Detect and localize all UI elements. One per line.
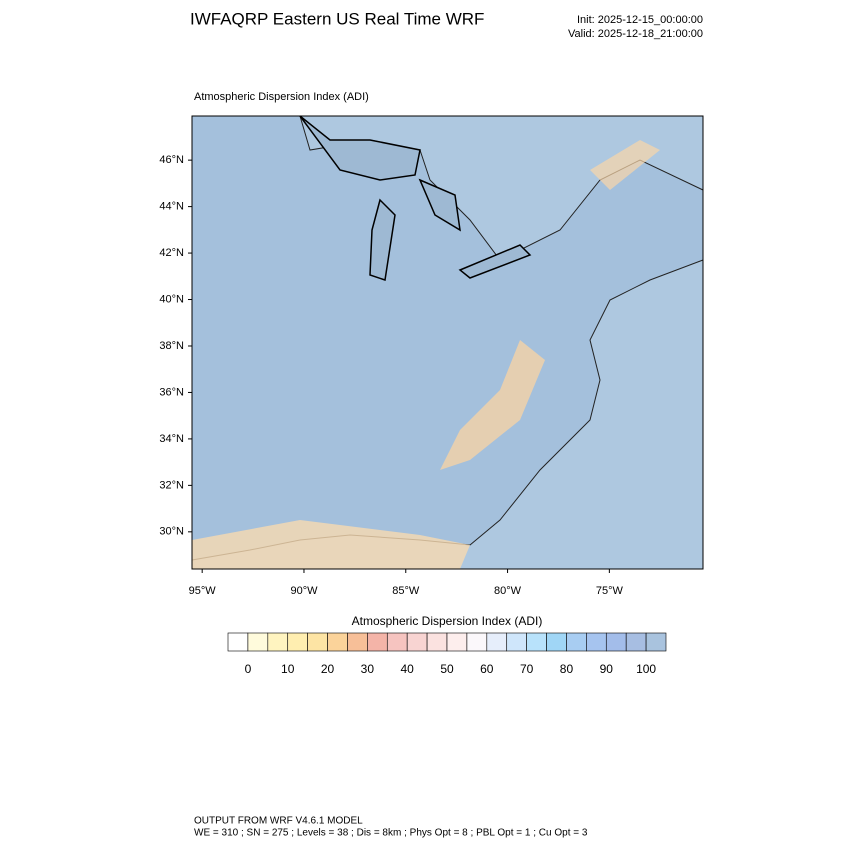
colorbar-box [267, 632, 289, 652]
colorbar-box [546, 632, 567, 652]
lon-tick-label: 80°W [494, 585, 522, 597]
lat-tick-label: 32°N [159, 479, 184, 491]
footer-line: OUTPUT FROM WRF V4.6.1 MODEL [194, 816, 363, 827]
colorbar-box [625, 632, 647, 652]
lon-tick-label: 95°W [189, 585, 217, 597]
valid-time: Valid: 2025-12-18_21:00:00 [568, 28, 703, 40]
map [191, 115, 704, 570]
colorbar-tick-label: 30 [361, 662, 375, 676]
colorbar-box [307, 632, 328, 652]
lat-tick-label: 40°N [159, 293, 184, 305]
colorbar-tick-label: 0 [245, 662, 252, 676]
colorbar-box [566, 632, 587, 652]
footer-line: WE = 310 ; SN = 275 ; Levels = 38 ; Dis … [194, 828, 588, 839]
map-axes: 46°N 44°N 42°N 40°N 38°N 36°N 34°N 32°N 30°N 95°W… [159, 154, 623, 597]
lon-tick-label: 85°W [392, 585, 420, 597]
colorbar-tick-label: 80 [560, 662, 574, 676]
colorbar-box [227, 632, 249, 652]
canada-band [590, 140, 660, 190]
colorbar-box [406, 632, 428, 652]
init-time: Init: 2025-12-15_00:00:00 [577, 14, 703, 26]
lake-huron [418, 178, 461, 232]
colorbar: 0 10 20 30 40 50 60 70 80 90 100 [227, 632, 667, 676]
colorbar-box [347, 632, 368, 652]
map-subtitle: Atmospheric Dispersion Index (ADI) [194, 91, 369, 103]
gulf-band [192, 520, 470, 569]
map-frame [191, 115, 704, 570]
lon-tick-label: 90°W [290, 585, 318, 597]
lat-tick-label: 38°N [159, 340, 184, 352]
ridge-band [440, 340, 545, 470]
lake-michigan [369, 198, 396, 281]
colorbar-tick-label: 10 [281, 662, 295, 676]
colorbar-box [526, 632, 547, 652]
lake-erie [458, 244, 532, 279]
colorbar-box [605, 632, 627, 652]
colorbar-box [466, 632, 488, 652]
title: IWFAQRP Eastern US Real Time WRF [190, 9, 484, 28]
colorbar-title: Atmospheric Dispersion Index (ADI) [352, 614, 543, 628]
colorbar-tick-label: 20 [321, 662, 335, 676]
lat-tick-label: 30°N [159, 526, 184, 538]
lat-tick-label: 36°N [159, 386, 184, 398]
colorbar-tick-label: 90 [600, 662, 614, 676]
colorbar-tick-label: 60 [480, 662, 494, 676]
colorbar-tick-label: 40 [401, 662, 415, 676]
colorbar-box [586, 632, 607, 652]
colorbar-box [426, 632, 448, 652]
colorbar-box [486, 632, 508, 652]
colorbar-tick-label: 100 [636, 662, 656, 676]
lon-tick-label: 75°W [596, 585, 624, 597]
colorbar-tick-label: 50 [440, 662, 454, 676]
colorbar-box [327, 632, 348, 652]
lake-superior [299, 115, 421, 181]
colorbar-tick-label: 70 [520, 662, 534, 676]
colorbar-box [446, 632, 468, 652]
colorbar-box [645, 632, 667, 652]
colorbar-box [247, 632, 269, 652]
lat-tick-label: 44°N [159, 201, 184, 213]
colorbar-box [367, 632, 388, 652]
lat-tick-label: 34°N [159, 433, 184, 445]
colorbar-box [287, 632, 308, 652]
lat-tick-label: 42°N [159, 247, 184, 259]
lat-tick-label: 46°N [159, 154, 184, 166]
colorbar-box [386, 632, 408, 652]
colorbar-box [506, 632, 527, 652]
